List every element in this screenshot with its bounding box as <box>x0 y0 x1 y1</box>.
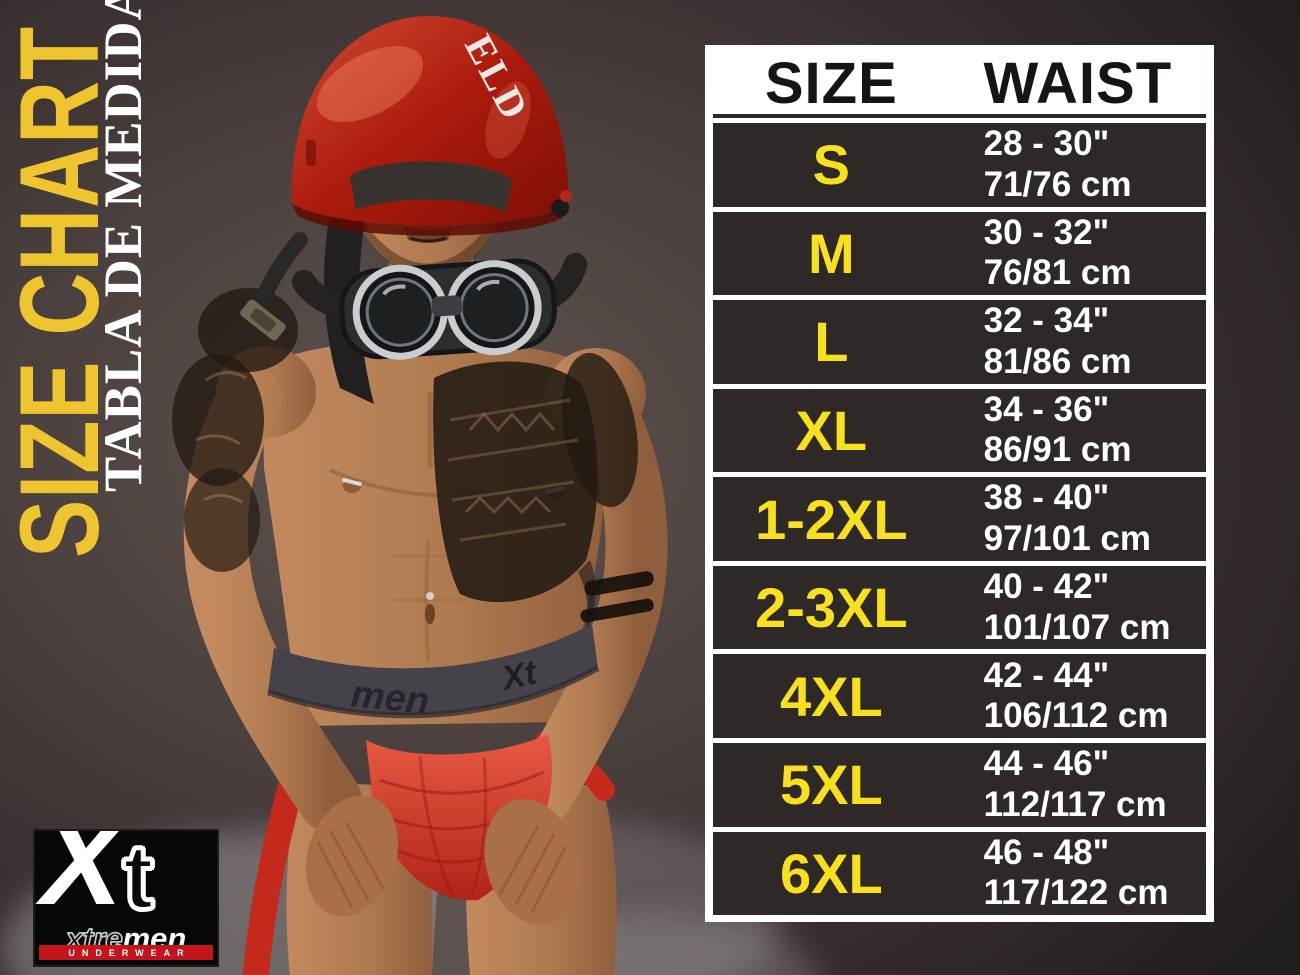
waist-inches: 42 - 44" <box>983 655 1110 695</box>
waist-cm: 97/101 cm <box>983 519 1151 559</box>
waist-cell: 42 - 44" 106/112 cm <box>950 656 1206 737</box>
waist-cell: 30 - 32" 76/81 cm <box>950 213 1206 294</box>
size-cell: M <box>807 221 855 285</box>
waist-cell: 34 - 36" 86/91 cm <box>950 390 1206 471</box>
helmet-padding <box>350 161 512 212</box>
size-cell: 4XL <box>779 664 883 728</box>
red-helmet: ELD <box>291 16 572 236</box>
aviator-goggles <box>291 252 588 360</box>
table-row: 4XL 42 - 44" 106/112 cm <box>713 654 1206 738</box>
waist-cm: 81/86 cm <box>983 341 1132 381</box>
armband-tattoo <box>580 598 654 623</box>
navel-piercing <box>426 592 434 600</box>
waist-cell: 32 - 34" 81/86 cm <box>950 301 1206 382</box>
table-row: XL 34 - 36" 86/91 cm <box>713 388 1206 473</box>
header-waist: WAIST <box>983 50 1173 116</box>
table-row: M 30 - 32" 76/81 cm <box>713 211 1206 296</box>
waist-cell: 44 - 46" 112/117 cm <box>950 744 1206 825</box>
waist-cm: 101/107 cm <box>983 607 1171 647</box>
table-row: S 28 - 30" 71/76 cm <box>713 123 1206 207</box>
logo-t-letter: t <box>121 829 156 928</box>
size-cell: 6XL <box>779 841 883 905</box>
waist-inches: 46 - 48" <box>983 832 1110 872</box>
waist-inches: 28 - 30" <box>983 124 1110 164</box>
size-cell: S <box>812 133 850 197</box>
logo-underwear-band: UNDERWEAR <box>39 945 213 960</box>
nipple-piercing <box>342 478 362 486</box>
size-table: SIZE WAIST S 28 - 30" 71/76 cm M 30 - 32" 76/… <box>705 45 1214 922</box>
table-row: L 32 - 34" 81/86 cm <box>713 300 1206 384</box>
waist-inches: 34 - 36" <box>983 389 1110 429</box>
poster-subtitle: TABLA DE MEDIDAS <box>93 0 153 492</box>
waist-inches: 30 - 32" <box>983 212 1110 252</box>
waist-inches: 40 - 42" <box>983 567 1110 606</box>
waist-cell: 28 - 30" 71/76 cm <box>950 124 1206 205</box>
waist-inches: 44 - 46" <box>983 744 1110 784</box>
model: men Xt <box>172 16 668 975</box>
table-row: 5XL 44 - 46" 112/117 cm <box>713 742 1206 827</box>
header-size: SIZE <box>764 50 898 116</box>
table-row: 6XL 46 - 48" 117/122 cm <box>713 831 1206 916</box>
table-row: 2-3XL 40 - 42" 101/107 cm <box>713 565 1206 650</box>
size-cell: 1-2XL <box>755 487 908 551</box>
underwear-waistband: men Xt <box>267 624 600 723</box>
brand-logo: X t xtremen UNDERWEAR <box>33 829 219 967</box>
waist-inches: 38 - 40" <box>983 478 1110 518</box>
waist-cm: 76/81 cm <box>983 253 1132 293</box>
size-cell: 2-3XL <box>755 576 908 640</box>
table-row: 1-2XL 38 - 40" 97/101 cm <box>713 477 1206 561</box>
waist-cell: 40 - 42" 101/107 cm <box>950 567 1206 648</box>
waist-cell: 38 - 40" 97/101 cm <box>950 478 1206 559</box>
armband-tattoo <box>584 571 654 596</box>
waist-cm: 112/117 cm <box>983 784 1167 824</box>
size-table-body: S 28 - 30" 71/76 cm M 30 - 32" 76/81 cm L 32 - … <box>713 123 1206 916</box>
size-table-header: SIZE WAIST <box>713 50 1206 118</box>
logo-x-letter: X <box>41 829 123 930</box>
waist-cm: 71/76 cm <box>983 164 1132 204</box>
waistband-text: men <box>349 673 431 723</box>
tattoos <box>172 288 654 640</box>
waist-cm: 86/91 cm <box>983 430 1132 470</box>
waist-cm: 106/112 cm <box>983 696 1169 736</box>
waist-inches: 32 - 34" <box>983 301 1110 341</box>
waist-cm: 117/122 cm <box>983 873 1169 913</box>
size-cell: XL <box>795 398 868 462</box>
waist-cell: 46 - 48" 117/122 cm <box>950 833 1206 914</box>
size-cell: 5XL <box>779 753 883 817</box>
size-cell: L <box>814 310 849 374</box>
